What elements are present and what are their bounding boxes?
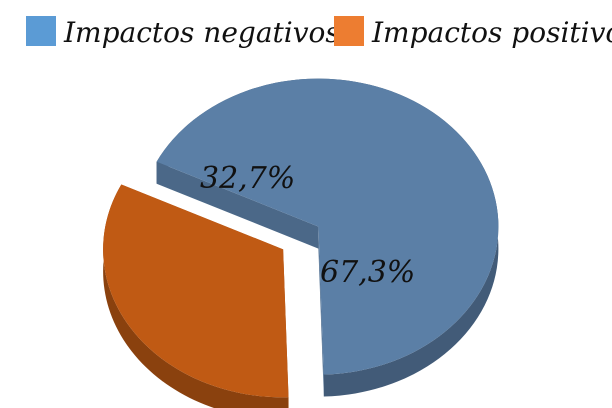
- slice-negativos: [156, 78, 499, 375]
- data-label-positivos: 32,7%: [200, 161, 295, 196]
- slice-side-positivos: [103, 184, 289, 408]
- slice-cut-b-negativos: [318, 226, 324, 397]
- legend-label-positivos: Impactos positivos: [371, 16, 612, 49]
- legend-label-negativos: Impactos negativos: [63, 16, 340, 49]
- legend-swatch-positivos: [334, 16, 364, 46]
- data-labels: 32,7% 67,3%: [200, 161, 415, 290]
- slice-positivos: [103, 184, 289, 398]
- legend-item-positivos: Impactos positivos: [334, 16, 612, 49]
- legend-swatch-negativos: [26, 16, 56, 46]
- pie-slices: [103, 78, 499, 408]
- legend: Impactos negativos Impactos positivos: [26, 16, 612, 49]
- slice-cut-a-negativos: [156, 161, 319, 249]
- legend-item-negativos: Impactos negativos: [26, 16, 340, 49]
- data-label-negativos: 67,3%: [320, 255, 415, 290]
